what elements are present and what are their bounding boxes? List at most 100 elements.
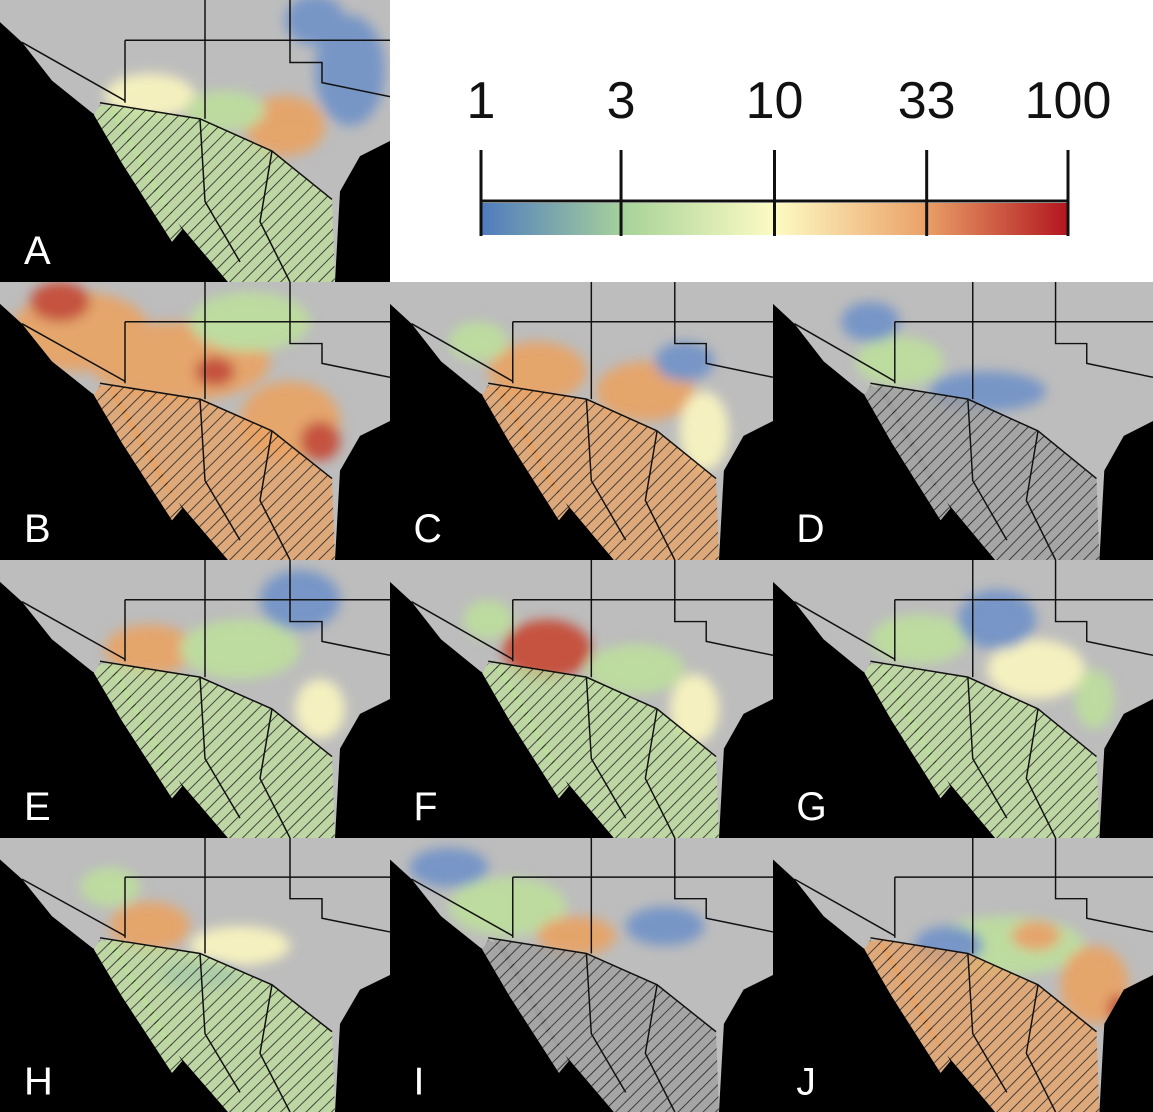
hatched-region [482,663,569,799]
panel-label: E [24,785,51,829]
border-line [289,282,390,379]
scale-tick-label: 3 [607,72,636,130]
border-line [674,560,773,657]
panel-label: A [24,228,51,273]
border-line [99,660,333,758]
density-patch [190,926,290,966]
border-line [644,708,676,838]
panel-label: G [796,785,826,829]
border-line [199,953,241,1093]
map-panel: J [773,838,1153,1112]
density-patch [841,301,900,342]
density-patch [110,901,190,951]
density-layer [10,282,340,461]
hatched-region [482,385,569,521]
density-patch [855,336,944,387]
border-line [585,953,627,1093]
panel-label: I [414,1060,425,1103]
border-line [99,101,333,201]
border-line [967,953,1008,1093]
hatched-region [874,383,1100,560]
border-line [259,708,291,838]
panel-label: F [414,785,438,829]
map-panel: A [0,0,390,282]
hatched-region [864,663,951,799]
density-patch [870,614,968,665]
hatched-region [492,937,719,1112]
density-patch [30,282,90,322]
hatched-region [104,102,335,282]
scale-tick-label: 1 [467,72,496,130]
border-line [794,878,896,937]
map-panel: D [773,282,1153,560]
hatched-region [104,383,335,560]
border-line [967,677,1008,819]
hatched-region [482,939,569,1073]
borders [794,838,1153,1112]
border-line [259,150,291,282]
border-line [199,399,241,541]
border-line [1025,430,1057,560]
border-line [1054,282,1153,379]
map-panel: F [390,560,773,838]
density-patch [195,356,235,387]
border-line [1025,984,1057,1112]
borders [21,560,390,838]
hatched-region [874,661,1100,838]
density-patch [448,877,567,936]
borders [411,282,773,560]
border-line [1054,838,1153,933]
border-line [488,937,717,1033]
legend-area [390,0,1153,282]
border-line [21,323,126,382]
density-patch [285,0,345,46]
border-line [411,878,514,937]
borders [794,282,1153,560]
hatched-region [492,661,719,838]
hatched-region [864,385,951,521]
density-patch [105,624,195,675]
color-scale: 1 3 10 33 100 [467,72,1112,236]
border-line [794,601,896,660]
density-patch [655,341,715,382]
border-line [21,601,126,660]
border-line [199,118,241,263]
panel-label: H [24,1060,53,1104]
border-line [289,560,390,657]
border-line [289,838,390,933]
scale-tick-label: 100 [1025,72,1112,130]
border-line [674,838,773,933]
density-patch [463,599,513,640]
borders [794,560,1153,838]
panel-label: J [796,1060,815,1103]
hatched-region [874,937,1100,1112]
scale-tick-label: 10 [746,72,804,130]
hatched-region [492,383,719,560]
border-line [1054,560,1153,657]
border-line [870,660,1097,758]
panel-label: D [796,507,824,551]
density-layer [105,0,385,157]
border-line [21,41,126,102]
hatched-region [104,661,335,838]
border-line [967,399,1008,541]
density-patch [409,847,489,887]
density-patch [679,391,729,471]
border-line [585,677,627,819]
border-line [644,984,676,1112]
density-patch [586,644,685,695]
hatched-region [94,939,182,1073]
border-line [411,601,514,660]
borders [21,0,390,282]
panel-label: C [414,507,442,551]
map-panel: G [773,560,1153,838]
border-line [794,323,896,382]
border-line [488,382,717,480]
border-line [289,0,390,98]
hatched-region [94,104,182,242]
density-patch [537,916,616,956]
density-patch [669,674,719,744]
